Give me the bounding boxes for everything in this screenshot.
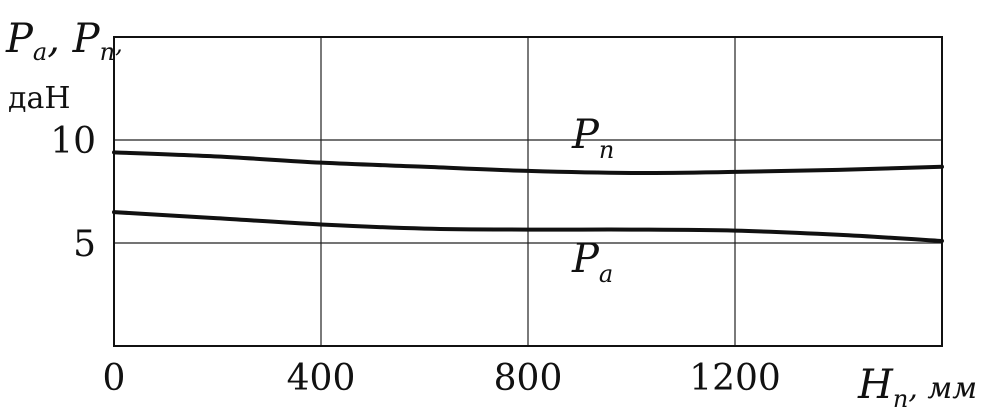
series-label-p-a: Pа: [571, 236, 613, 288]
x-tick-label: 0: [103, 358, 126, 399]
x-axis-label: Hп, мм: [857, 362, 977, 413]
series-line-p-a: [112, 210, 944, 243]
series-label-p-p: Pп: [571, 112, 614, 164]
tick-labels: 0 400 800 1200 5 10: [50, 121, 781, 399]
y-tick-label: 5: [73, 224, 96, 265]
plot-frame: [113, 36, 943, 347]
y-axis-label: Pа, Pп,: [5, 16, 123, 66]
x-tick-label: 400: [287, 358, 356, 399]
y-tick-label: 10: [50, 121, 96, 162]
series-line-p-p: [112, 150, 944, 175]
series-lines: [112, 150, 944, 243]
y-axis-unit: даН: [8, 81, 71, 116]
grid-lines: [114, 37, 942, 346]
x-tick-label: 800: [494, 358, 563, 399]
x-tick-label: 1200: [689, 358, 781, 399]
